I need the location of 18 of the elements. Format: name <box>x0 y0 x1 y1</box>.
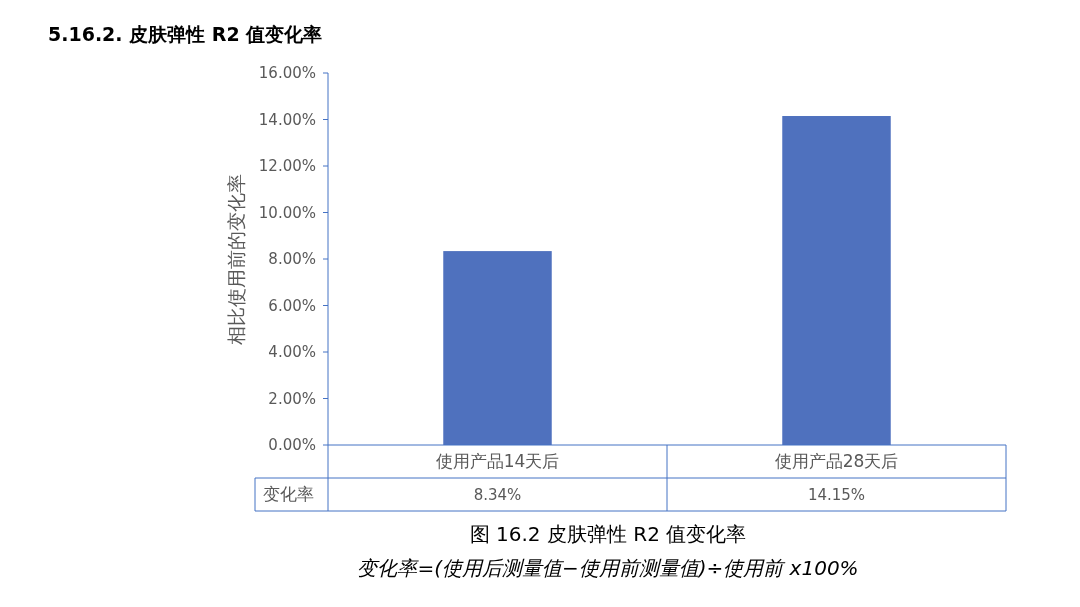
text: 变化率=(使用后测量值−使用前测量值)÷使用前 x100% <box>357 556 859 580</box>
x-tick-label: 使用产品28天后 <box>774 451 899 472</box>
y-tick-label: 12.00% <box>258 157 316 176</box>
caption: 图 16.2 皮肤弹性 R2 值变化率 <box>469 522 747 546</box>
legend-label: 变化率 <box>263 484 314 505</box>
y-tick-label: 14.00% <box>258 110 316 129</box>
y-tick-label: 0.00% <box>268 436 316 455</box>
chart-title: 5.16.2. 皮肤弹性 R2 值变化率 <box>48 23 323 45</box>
y-tick-label: 2.00% <box>268 389 316 408</box>
data-label: 14.15% <box>807 485 866 504</box>
y-axis-title: 相比使用前的变化率 <box>224 173 247 345</box>
y-tick-label: 4.00% <box>268 343 316 362</box>
x-tick-label: 使用产品14天后 <box>435 451 560 472</box>
y-tick-label: 10.00% <box>258 203 316 222</box>
y-tick-label: 16.00% <box>258 64 316 83</box>
y-tick-label: 8.00% <box>268 250 316 269</box>
data-label: 8.34% <box>473 485 522 504</box>
y-tick-label: 6.00% <box>268 296 316 315</box>
